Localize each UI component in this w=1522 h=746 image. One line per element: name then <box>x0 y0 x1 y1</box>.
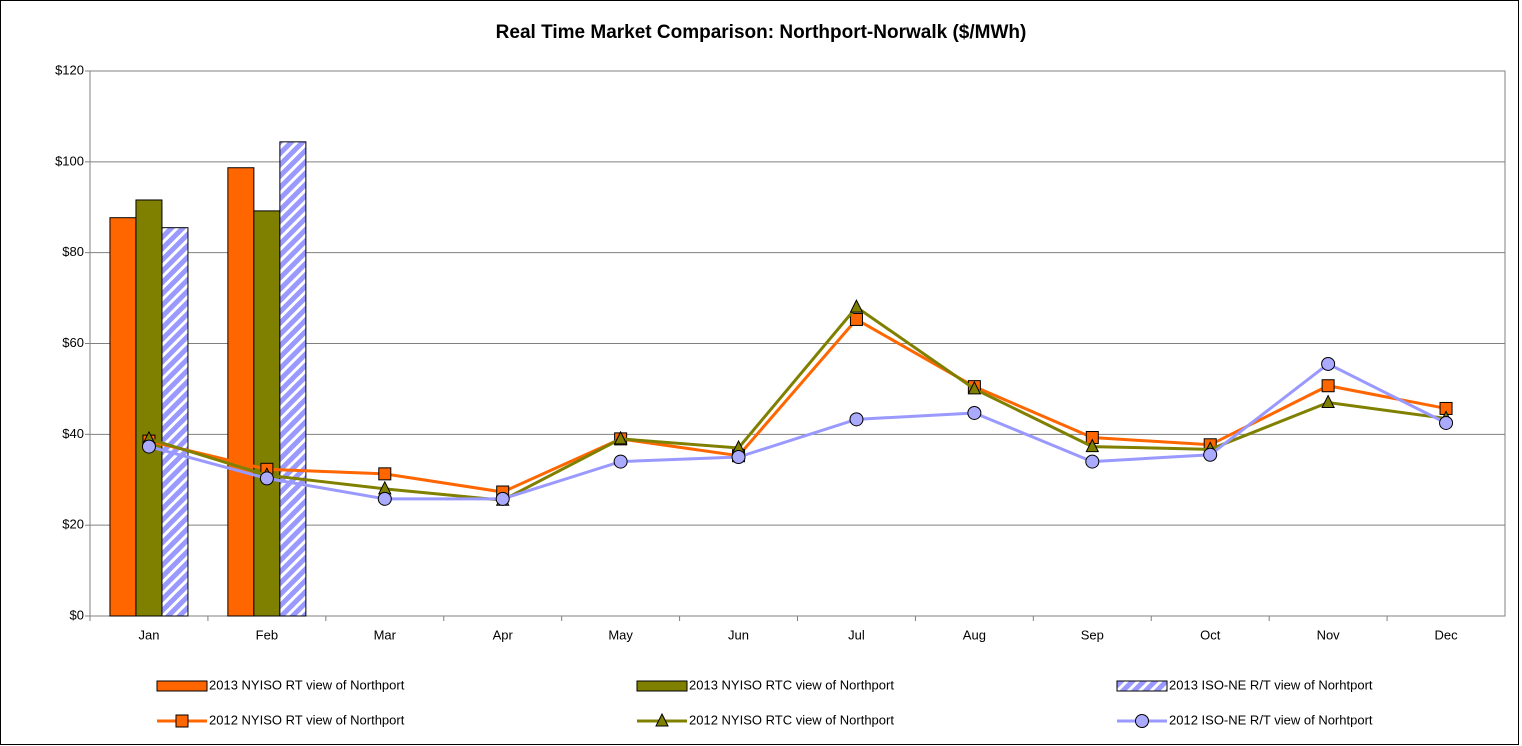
x-tick-label: Jul <box>848 627 865 642</box>
point <box>613 454 628 469</box>
point <box>1321 394 1335 409</box>
y-tick-label: $0 <box>70 607 84 622</box>
point <box>495 491 510 506</box>
legend-swatch <box>636 680 688 692</box>
x-tick-label: May <box>608 627 633 642</box>
x-tick-label: Aug <box>963 627 986 642</box>
point <box>141 439 156 454</box>
point <box>1085 438 1100 453</box>
point <box>1439 415 1454 430</box>
legend-label: 2012 NYISO RT view of Northport <box>209 712 405 727</box>
y-tick-label: $40 <box>62 426 84 441</box>
x-tick-label: Apr <box>493 627 514 642</box>
line <box>148 317 1447 494</box>
line <box>148 305 1447 502</box>
bar <box>161 227 189 617</box>
legend-label: 2013 NYISO RTC view of Northport <box>689 677 894 692</box>
point <box>849 412 864 427</box>
point <box>731 450 746 465</box>
legend-swatch <box>1116 680 1168 692</box>
point <box>1203 447 1218 462</box>
point <box>967 405 982 420</box>
legend-label: 2013 ISO-NE R/T view of Norhtport <box>1169 677 1373 692</box>
bar <box>135 199 163 617</box>
bar <box>109 217 137 617</box>
x-tick-label: Dec <box>1434 627 1458 642</box>
y-tick-label: $80 <box>62 244 84 259</box>
point <box>1321 379 1335 393</box>
point <box>849 299 864 313</box>
point <box>378 467 392 481</box>
legend-label: 2012 NYISO RTC view of Northport <box>689 712 894 727</box>
legend-marker <box>175 714 189 728</box>
legend-label: 2012 ISO-NE R/T view of Norhtport <box>1169 712 1373 727</box>
y-tick-label: $20 <box>62 517 84 532</box>
point <box>259 471 274 486</box>
y-tick-label: $100 <box>55 153 84 168</box>
x-tick-label: Jun <box>728 627 749 642</box>
point <box>613 430 628 445</box>
chart-title: Real Time Market Comparison: Northport-N… <box>496 22 1027 43</box>
y-tick-label: $60 <box>62 335 84 350</box>
point <box>1085 454 1100 469</box>
point <box>849 312 863 326</box>
legend-swatch <box>156 680 208 692</box>
point <box>967 380 982 395</box>
legend-label: 2013 NYISO RT view of Northport <box>209 677 405 692</box>
x-tick-label: Oct <box>1200 627 1221 642</box>
x-tick-label: Nov <box>1317 627 1341 642</box>
line <box>148 362 1447 501</box>
x-tick-label: Jan <box>138 627 159 642</box>
point <box>377 491 392 506</box>
x-tick-label: Mar <box>374 627 397 642</box>
y-tick-label: $120 <box>55 62 84 77</box>
legend-marker <box>655 712 669 727</box>
bar <box>227 167 255 617</box>
x-tick-label: Sep <box>1081 627 1104 642</box>
point <box>1321 356 1336 371</box>
x-tick-label: Feb <box>256 627 278 642</box>
legend-marker <box>1135 714 1149 728</box>
bar <box>279 141 307 617</box>
bar <box>253 210 281 617</box>
